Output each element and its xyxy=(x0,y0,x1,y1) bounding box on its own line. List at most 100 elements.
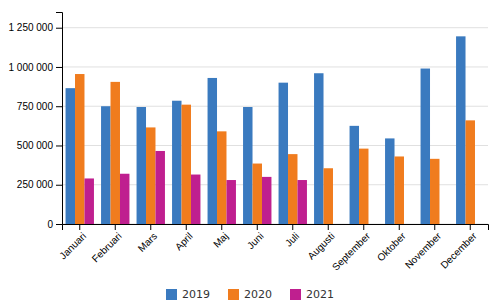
legend-swatch xyxy=(290,289,301,300)
tick: Juni xyxy=(245,224,266,251)
tick-label: Augusti xyxy=(305,230,336,261)
tick-label: 0 xyxy=(47,219,53,230)
tick-label: 1 000 000 xyxy=(9,62,54,73)
bar xyxy=(350,126,359,224)
legend-label: 2021 xyxy=(306,288,334,301)
tick: Mars xyxy=(136,224,160,254)
series xyxy=(66,36,466,224)
bar xyxy=(172,101,181,224)
tick-mark xyxy=(56,28,62,29)
tick-label: December xyxy=(438,230,479,271)
tick-label: Oktober xyxy=(375,230,408,263)
bar xyxy=(324,168,333,224)
tick-label: 1 250 000 xyxy=(9,22,54,33)
bar xyxy=(466,120,475,224)
tick-label: Maj xyxy=(211,230,230,249)
bar xyxy=(439,224,448,225)
bar xyxy=(297,180,306,224)
tick-mark xyxy=(221,224,222,230)
bar xyxy=(404,224,413,225)
bar xyxy=(111,82,120,224)
bar xyxy=(279,83,288,224)
bar xyxy=(288,154,297,224)
series xyxy=(84,151,306,224)
bar xyxy=(155,151,164,224)
legend-item: 2019 xyxy=(166,288,210,301)
bar xyxy=(66,88,75,224)
bar xyxy=(208,78,217,224)
tick-mark xyxy=(434,224,435,230)
tick-label: Mars xyxy=(136,230,160,254)
tick: April xyxy=(173,224,195,252)
tick-label: Juli xyxy=(283,230,301,248)
axis-line xyxy=(63,225,489,231)
tick-mark xyxy=(363,224,364,230)
bar xyxy=(120,174,129,224)
bar xyxy=(101,106,110,224)
tick-mark xyxy=(399,224,400,230)
tick: Juli xyxy=(283,224,301,249)
tick-mark xyxy=(328,224,329,230)
tick-label: Januari xyxy=(57,230,88,261)
tick-mark xyxy=(470,224,471,230)
bar xyxy=(226,180,235,224)
tick-mark xyxy=(150,224,151,230)
tick-mark xyxy=(56,67,62,68)
tick-mark xyxy=(79,224,80,230)
bar xyxy=(430,159,439,224)
bar xyxy=(262,177,271,224)
tick-label: April xyxy=(173,230,195,252)
tick-label: 500 000 xyxy=(17,140,54,151)
series xyxy=(75,74,475,224)
x-axis: JanuariFebruari Mars April Maj Juni JuliAugus… xyxy=(57,224,488,273)
tick: Maj xyxy=(211,224,230,250)
legend-label: 2020 xyxy=(244,288,272,301)
tick-mark xyxy=(56,106,62,107)
bar xyxy=(243,107,252,224)
tick: December xyxy=(438,224,479,271)
bar xyxy=(146,127,155,224)
legend-item: 2021 xyxy=(290,288,334,301)
tick: 500 000 xyxy=(17,140,62,151)
tick: 1 000 000 xyxy=(9,62,63,73)
bar xyxy=(456,36,465,224)
bar xyxy=(137,107,146,224)
grid-line xyxy=(62,66,488,67)
tick: November xyxy=(403,224,444,271)
legend-item: 2020 xyxy=(228,288,272,301)
bar xyxy=(333,224,342,225)
tick: Oktober xyxy=(375,224,408,263)
bar xyxy=(314,73,323,224)
legend-swatch xyxy=(166,289,177,300)
plot: 0250 000500 000750 0001 000 0001 250 000… xyxy=(9,13,489,273)
tick-mark xyxy=(56,145,62,146)
tick: Februari xyxy=(90,224,124,264)
legend-label: 2019 xyxy=(182,288,210,301)
grid xyxy=(62,28,488,224)
bar xyxy=(359,149,368,224)
bar xyxy=(253,164,262,224)
tick: September xyxy=(330,224,373,273)
tick-label: Februari xyxy=(90,230,124,264)
bar xyxy=(395,156,404,224)
tick: 1 250 000 xyxy=(9,22,63,33)
tick: Augusti xyxy=(305,224,336,262)
bar xyxy=(84,178,93,224)
tick-label: Juni xyxy=(245,230,266,251)
legend-swatch xyxy=(228,289,239,300)
tick: 750 000 xyxy=(17,101,62,112)
bar xyxy=(368,224,377,225)
y-axis: 0250 000500 000750 0001 000 0001 250 000 xyxy=(9,13,63,230)
legend: 2019 2020 2021 xyxy=(166,288,334,301)
tick-mark xyxy=(186,224,187,230)
bar xyxy=(75,74,84,224)
bar xyxy=(182,105,191,224)
bar xyxy=(217,131,226,224)
bar xyxy=(475,224,484,225)
tick-mark xyxy=(115,224,116,230)
tick-label: 750 000 xyxy=(17,101,54,112)
bar xyxy=(385,138,394,224)
bars xyxy=(66,36,475,224)
tick-mark xyxy=(257,224,258,230)
tick-label: September xyxy=(330,230,373,273)
